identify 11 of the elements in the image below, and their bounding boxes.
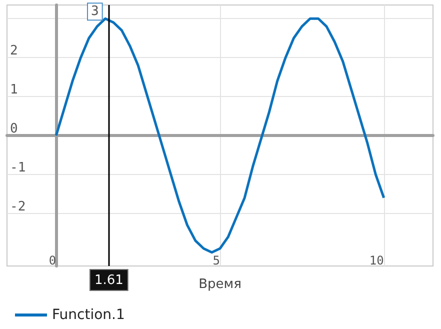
annotation: 3 bbox=[91, 4, 99, 20]
legend-label: Function.1 bbox=[52, 307, 125, 323]
x-tick-label: 5 bbox=[212, 254, 220, 268]
y-tick-label: 1 bbox=[10, 82, 18, 98]
ref-line-label: 1.61 bbox=[94, 273, 124, 288]
y-tick-label: 2 bbox=[10, 44, 18, 59]
x-tick-label: 10 bbox=[369, 254, 384, 268]
y-tick-label: 0 bbox=[10, 122, 18, 136]
x-axis-title: Время bbox=[198, 277, 242, 292]
y-tick-label: -2 bbox=[10, 199, 26, 214]
y-tick-label: -1 bbox=[10, 160, 26, 176]
